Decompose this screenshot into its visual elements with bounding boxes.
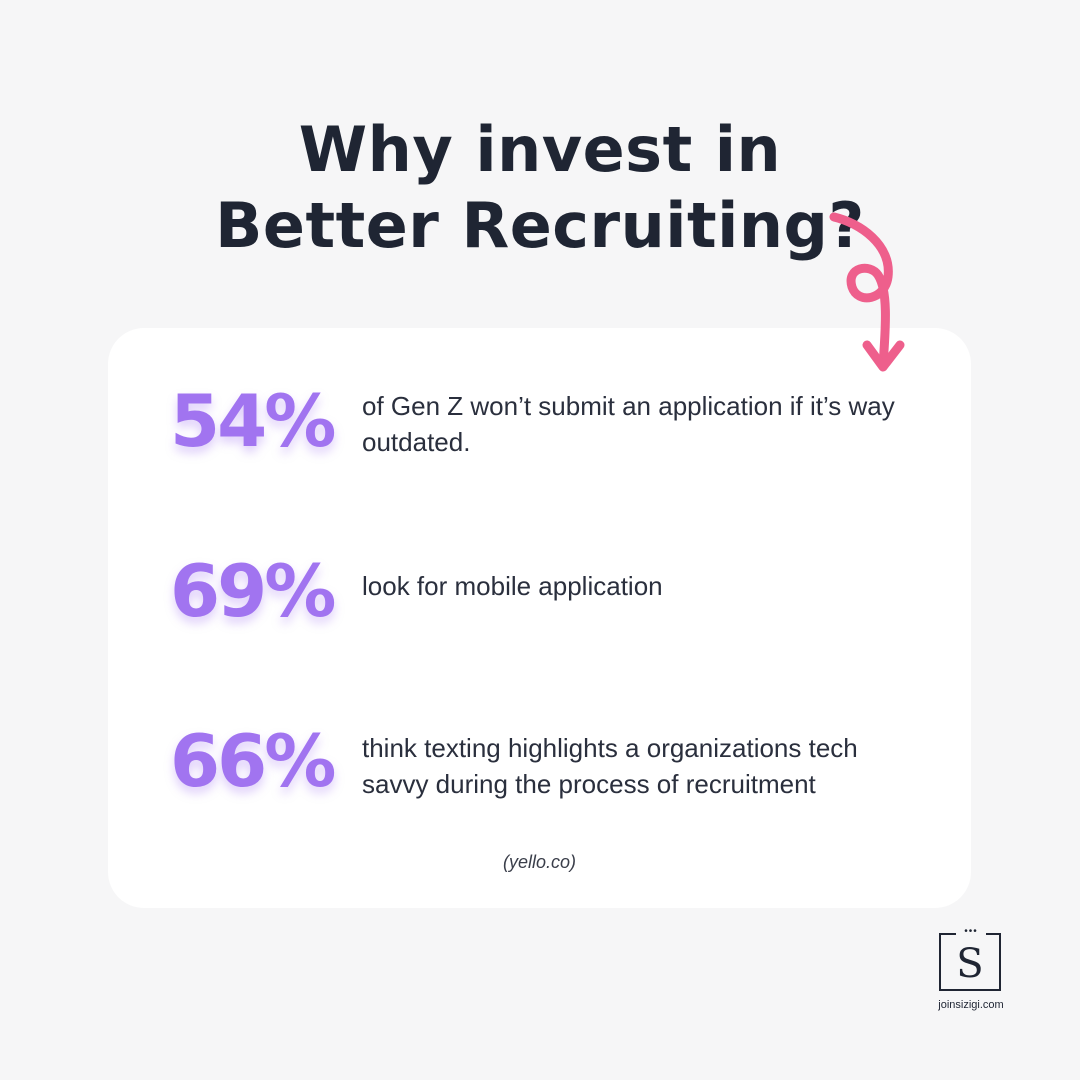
logo-url: joinsizigi.com [938, 999, 1004, 1011]
stat-item: 66% think texting highlights a organizat… [170, 716, 950, 816]
stat-description: think texting highlights a organizations… [362, 733, 858, 799]
stat-percent: 54% [170, 379, 336, 463]
logo-letter: S [956, 941, 984, 987]
logo-dots: ••• [956, 927, 986, 937]
page-title: Why invest in Better Recruiting? [0, 112, 1080, 264]
stat-description: look for mobile application [362, 571, 663, 601]
title-line-2: Better Recruiting? [215, 189, 865, 262]
sizigi-logo-icon: ••• S joinsizigi.com [938, 925, 1005, 1015]
stat-item: 54% of Gen Z won’t submit an application… [170, 376, 950, 476]
stat-description: of Gen Z won’t submit an application if … [362, 391, 895, 457]
stat-percent: 66% [170, 719, 336, 803]
stat-item: 69% look for mobile application [170, 546, 950, 646]
stats-card: 54% of Gen Z won’t submit an application… [108, 328, 971, 908]
title-line-1: Why invest in [298, 113, 782, 186]
stat-percent: 69% [170, 549, 336, 633]
curly-arrow-down-icon [829, 212, 905, 372]
source-citation: (yello.co) [502, 852, 577, 872]
